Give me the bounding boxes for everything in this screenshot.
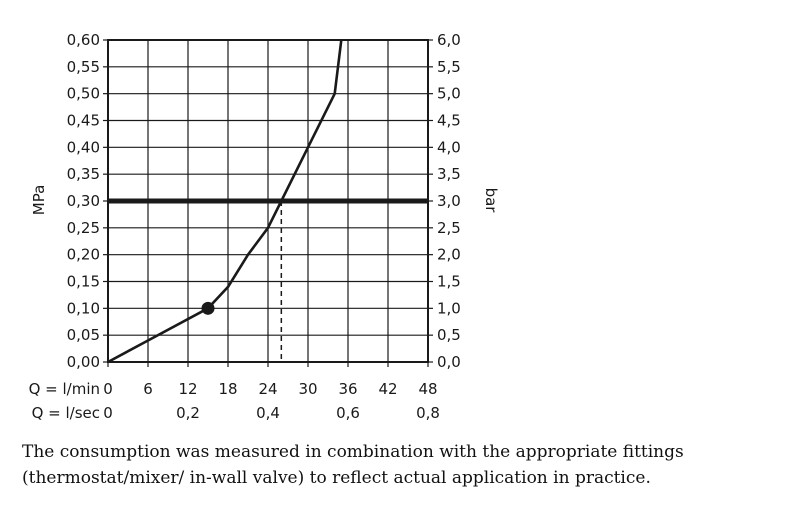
- marker-point: [201, 301, 215, 315]
- x-tick-label-lmin: 18: [218, 380, 237, 398]
- flow-pressure-chart: 0,000,050,100,150,200,250,300,350,400,45…: [29, 31, 500, 422]
- x-tick-label-lmin: 30: [298, 380, 317, 398]
- right-tick-label: 0,0: [437, 353, 461, 371]
- x-tick-label-lsec: 0,4: [256, 404, 280, 422]
- left-tick-label: 0,00: [67, 353, 100, 371]
- right-tick-label: 2,5: [437, 219, 461, 237]
- right-tick-labels: 0,0 0,5 1,0 1,5 2,0 2,5 3,0 3,5 4,0 4,5 5,0 5,5 6,0: [437, 31, 461, 371]
- x-tick-label-lmin: 36: [338, 380, 357, 398]
- right-tick-label: 5,5: [437, 58, 461, 76]
- x-tick-label-lmin: 6: [143, 380, 153, 398]
- right-axis-unit: bar: [482, 188, 500, 214]
- series-group: [107, 39, 343, 364]
- x-row2-label: Q = l/sec: [32, 404, 100, 422]
- right-tick-label: 4,0: [437, 138, 461, 156]
- reference-line-group: [108, 198, 428, 362]
- x-tick-label-lmin: 42: [378, 380, 397, 398]
- caption: The consumption was measured in combinat…: [22, 442, 684, 488]
- x-tick-label-lmin: 24: [258, 380, 277, 398]
- right-tick-label: 0,5: [437, 326, 461, 344]
- left-tick-label: 0,25: [67, 219, 100, 237]
- left-tick-labels: 0,00 0,05 0,10 0,15 0,20 0,25 0,30 0,35 0,40 0,45…: [67, 31, 100, 371]
- left-axis-unit: MPa: [30, 185, 48, 216]
- x-tick-label-lmin: 0: [103, 380, 113, 398]
- left-tick-label: 0,55: [67, 58, 100, 76]
- right-tick-label: 3,0: [437, 192, 461, 210]
- right-tick-label: 6,0: [437, 31, 461, 49]
- x-tick-label-lsec: 0: [103, 404, 113, 422]
- right-tick-label: 1,5: [437, 273, 461, 291]
- left-tick-label: 0,35: [67, 165, 100, 183]
- x-tick-label-lmin: 12: [178, 380, 197, 398]
- x-tick-labels: 0 6 12 18 24 30 36 42 48 0 0,2 0,4 0,6 0,8: [103, 380, 440, 422]
- right-tick-label: 3,5: [437, 165, 461, 183]
- x-tick-label-lsec: 0,2: [176, 404, 200, 422]
- left-tick-label: 0,60: [67, 31, 100, 49]
- right-tick-label: 5,0: [437, 85, 461, 103]
- left-tick-label: 0,40: [67, 138, 100, 156]
- left-tick-label: 0,50: [67, 85, 100, 103]
- right-tick-label: 2,0: [437, 246, 461, 264]
- x-tick-label-lsec: 0,6: [336, 404, 360, 422]
- right-tick-label: 1,0: [437, 299, 461, 317]
- x-row1-label: Q = l/min: [29, 380, 100, 398]
- left-tick-label: 0,15: [67, 273, 100, 291]
- left-tick-label: 0,30: [67, 192, 100, 210]
- left-tick-label: 0,05: [67, 326, 100, 344]
- right-tick-label: 4,5: [437, 112, 461, 130]
- left-tick-label: 0,20: [67, 246, 100, 264]
- x-tick-label-lmin: 48: [418, 380, 437, 398]
- series-line: [107, 39, 343, 364]
- left-tick-label: 0,45: [67, 112, 100, 130]
- left-tick-label: 0,10: [67, 299, 100, 317]
- x-tick-label-lsec: 0,8: [416, 404, 440, 422]
